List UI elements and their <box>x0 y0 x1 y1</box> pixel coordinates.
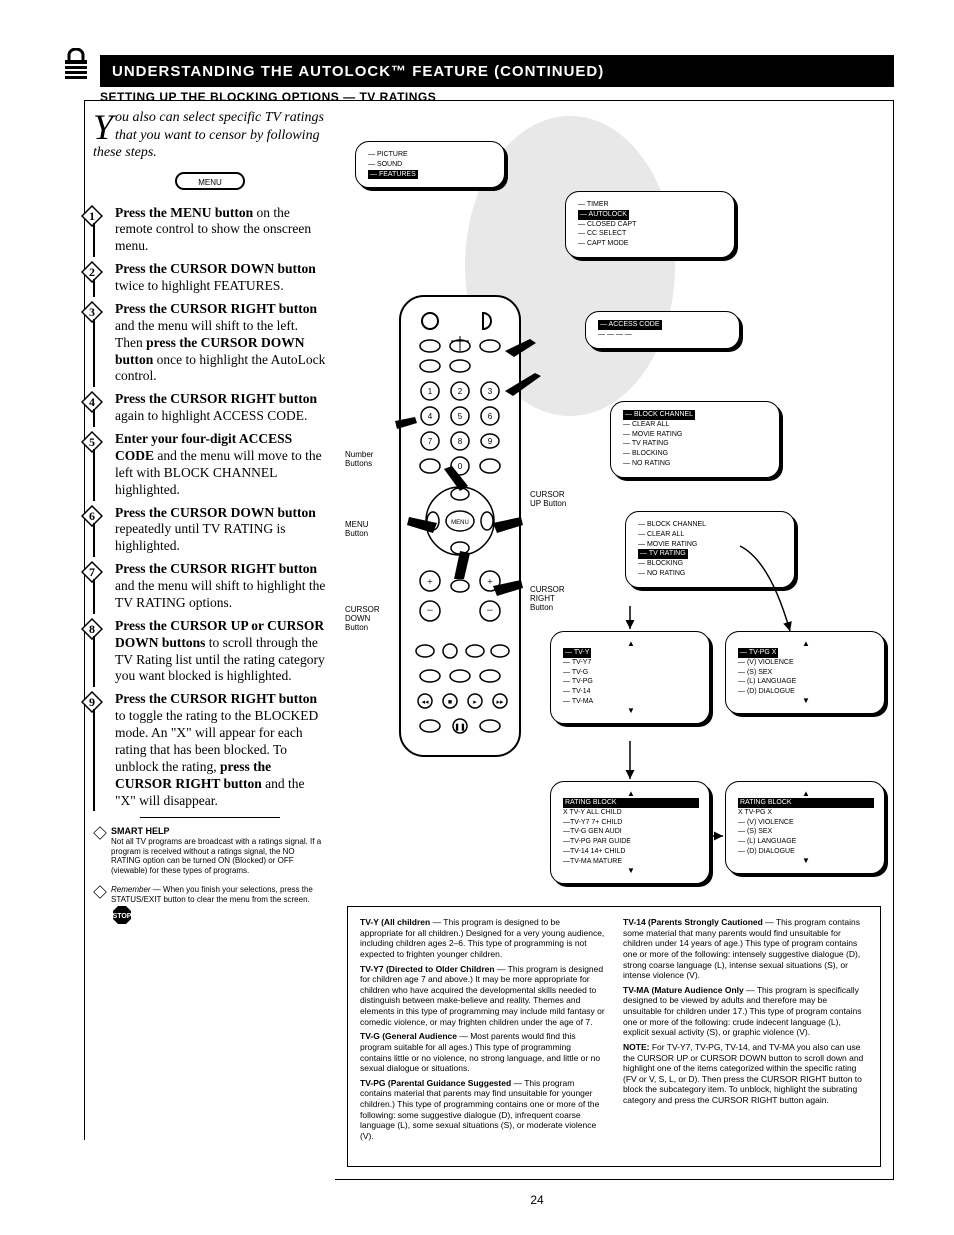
svg-text:2: 2 <box>458 387 463 396</box>
label-cursor-up: CURSORUP Button <box>530 491 566 509</box>
step-2: 2 Press the CURSOR DOWN button twice to … <box>93 261 326 295</box>
svg-text:9: 9 <box>89 695 95 709</box>
svg-text:+: + <box>487 577 493 588</box>
rating-description: NOTE: For TV-Y7, TV-PG, TV-14, and TV-MA… <box>623 1042 868 1106</box>
screen-autolock-block: — BLOCK CHANNEL— CLEAR ALL— MOVIE RATING… <box>610 401 780 478</box>
step-1: 1 Press the MENU button on the remote co… <box>93 205 326 256</box>
smart-help-p2-lead: Remember <box>111 885 151 894</box>
screen-main-menu: — PICTURE— SOUND— FEATURES <box>355 141 505 188</box>
remote-control: 1 2 3 4 5 6 7 8 9 0 MENU <box>375 291 545 766</box>
svg-text:0: 0 <box>458 462 463 471</box>
label-menu: MENUButton <box>345 521 369 539</box>
label-cursor-right: CURSORRIGHTButton <box>530 586 565 612</box>
step-3: 3 Press the CURSOR RIGHT button and the … <box>93 301 326 385</box>
svg-text:8: 8 <box>458 437 463 446</box>
label-number: NumberButtons <box>345 451 373 469</box>
rating-description: TV-PG (Parental Guidance Suggested — Thi… <box>360 1078 605 1142</box>
title-bar: UNDERSTANDING THE AUTOLOCK™ FEATURE (CON… <box>100 55 894 87</box>
step-diamond-4: 4 <box>81 391 103 413</box>
label-cursor-down: CURSORDOWNButton <box>345 606 380 632</box>
svg-text:4: 4 <box>428 412 433 421</box>
intro-text: Y ou also can select specific TV ratings… <box>93 109 326 162</box>
svg-text:9: 9 <box>488 437 493 446</box>
ratings-info-box: TV-Y (All children — This program is des… <box>347 906 881 1167</box>
step-9: 9 Press the CURSOR RIGHT button to toggl… <box>93 691 326 809</box>
screen-tv-pg-sub: ▲— TV-PG X— (V) VIOLENCE— (S) SEX— (L) L… <box>725 631 885 714</box>
screen-rating-block-y: ▲RATING BLOCKX TV-Y ALL CHILD—TV-Y7 7+ C… <box>550 781 710 884</box>
smart-help-box: SMART HELP Not all TV programs are broad… <box>93 826 326 929</box>
step-diamond-2: 2 <box>81 261 103 283</box>
page-number: 24 <box>60 1193 954 1207</box>
step-diamond-7: 7 <box>81 561 103 583</box>
svg-text:▸▸: ▸▸ <box>496 698 504 706</box>
svg-text:2: 2 <box>89 265 95 279</box>
step-diamond-1: 1 <box>81 205 103 227</box>
instructions-column: Y ou also can select specific TV ratings… <box>84 100 334 1140</box>
svg-text:▸: ▸ <box>473 698 477 706</box>
svg-text:+: + <box>427 577 433 588</box>
title-text: UNDERSTANDING THE AUTOLOCK™ FEATURE (CON… <box>112 63 604 80</box>
svg-text:MENU: MENU <box>198 178 222 187</box>
svg-text:7: 7 <box>89 565 95 579</box>
rating-description: TV-Y7 (Directed to Older Children — This… <box>360 964 605 1028</box>
screen-access-code: — ACCESS CODE— — — — <box>585 311 740 349</box>
step-6: 6 Press the CURSOR DOWN button repeatedl… <box>93 505 326 556</box>
dropcap: Y <box>93 109 115 142</box>
rating-description: TV-14 (Parents Strongly Cautioned — This… <box>623 917 868 981</box>
step-diamond-5: 5 <box>81 431 103 453</box>
svg-text:3: 3 <box>488 387 493 396</box>
svg-text:8: 8 <box>89 622 95 636</box>
lock-icon <box>62 48 90 89</box>
svg-text:6: 6 <box>488 412 493 421</box>
svg-text:■: ■ <box>448 698 452 706</box>
svg-text:−: − <box>427 603 434 617</box>
svg-text:MENU: MENU <box>451 520 469 526</box>
smart-help-title: SMART HELP <box>111 826 170 836</box>
svg-text:−: − <box>487 603 494 617</box>
svg-text:1: 1 <box>428 387 433 396</box>
screen-features: — TIMER— AUTOLOCK— CLOSED CAPT— CC SELEC… <box>565 191 735 258</box>
svg-text:3: 3 <box>89 305 95 319</box>
smart-help-p1: Not all TV programs are broadcast with a… <box>111 837 321 875</box>
step-diamond-8: 8 <box>81 618 103 640</box>
svg-text:1: 1 <box>89 209 95 223</box>
svg-text:6: 6 <box>89 509 95 523</box>
screen-autolock-tvrating: — BLOCK CHANNEL— CLEAR ALL— MOVIE RATING… <box>625 511 795 588</box>
svg-text:◂◂: ◂◂ <box>421 698 429 706</box>
step-diamond-3: 3 <box>81 301 103 323</box>
svg-text:5: 5 <box>458 412 463 421</box>
svg-text:7: 7 <box>428 437 433 446</box>
screen-tv-ratings-list: ▲— TV-Y— TV-Y7— TV-G— TV-PG— TV-14— TV-M… <box>550 631 710 724</box>
step-7: 7 Press the CURSOR RIGHT button and the … <box>93 561 326 612</box>
diagram-panel: — PICTURE— SOUND— FEATURES — TIMER— AUTO… <box>335 100 894 1180</box>
rating-description: TV-Y (All children — This program is des… <box>360 917 605 960</box>
step-4: 4 Press the CURSOR RIGHT button again to… <box>93 391 326 425</box>
step-diamond-6: 6 <box>81 505 103 527</box>
svg-text:❚❚: ❚❚ <box>454 723 466 731</box>
stop-icon: STOP <box>111 904 133 929</box>
rating-description: TV-MA (Mature Audience Only — This progr… <box>623 985 868 1038</box>
svg-text:5: 5 <box>89 435 95 449</box>
step-diamond-9: 9 <box>81 691 103 713</box>
divider <box>140 817 280 818</box>
screen-rating-block-pg: ▲RATING BLOCKX TV-PG X— (V) VIOLENCE— (S… <box>725 781 885 874</box>
menu-button-graphic: MENU <box>93 172 326 197</box>
svg-text:STOP: STOP <box>113 913 132 920</box>
step-5: 5 Enter your four-digit ACCESS CODE and … <box>93 431 326 499</box>
intro-body: ou also can select specific TV ratings t… <box>93 110 324 160</box>
svg-text:4: 4 <box>89 395 95 409</box>
rating-description: TV-G (General Audience — Most parents wo… <box>360 1031 605 1074</box>
step-8: 8 Press the CURSOR UP or CURSOR DOWN but… <box>93 618 326 686</box>
